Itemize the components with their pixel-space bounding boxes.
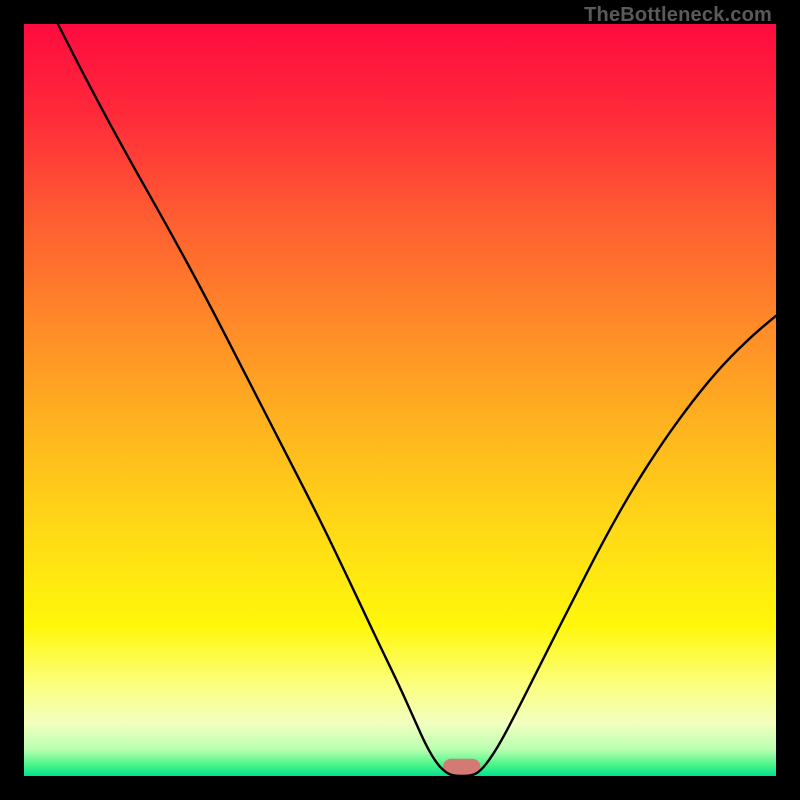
plot-area: [24, 24, 776, 776]
watermark-text: TheBottleneck.com: [584, 4, 772, 27]
chart-frame: TheBottleneck.com: [0, 0, 800, 800]
plot-svg: [24, 24, 776, 776]
gradient-background: [24, 24, 776, 776]
